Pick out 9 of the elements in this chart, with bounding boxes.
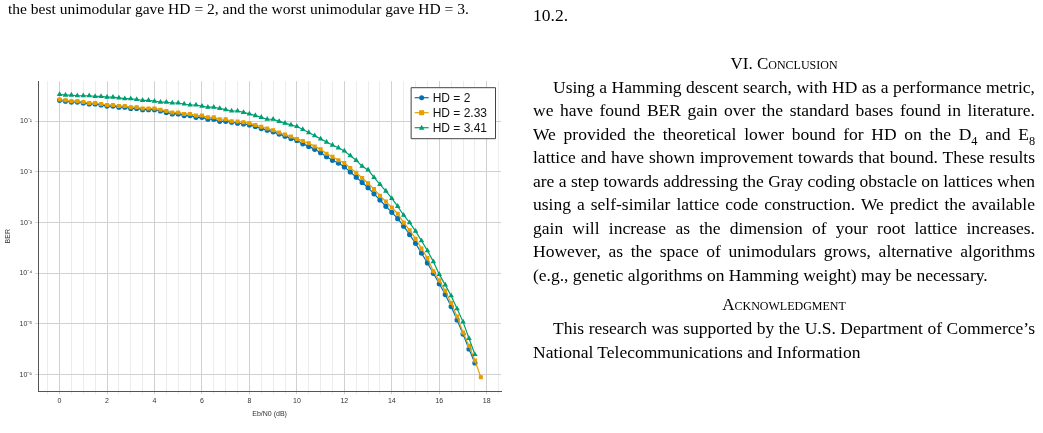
- text: Acknowledgment: [721, 295, 847, 315]
- legend-label: HD = 3.41: [432, 120, 488, 135]
- text: the best unimodular gave HD = 2, and the worst unimodular gave HD = 3.: [8, 0, 469, 18]
- text: Using a Hamming descent search, with HD as a performance metric, we have found BER gain over the standard bases found in literature. We provided the theoretical lower bound for HD on the D$_{4}$ and E$_{8}$ lattice and have shown improvement towards that bound. These results are a step towards addressing the Gray coding obstacle on lattices when using a self-similar lattice code construction. We predict the available gain will increase as the dimension of your root lattice increases. However, as the space of unimodulars grows, alternative algorithms (e.g., genetic algorithms on Hamming weight) may be necessary.: [533, 76, 1035, 285]
- text: 10.2.: [533, 4, 569, 27]
- legend-label: HD = 2.33: [432, 105, 488, 120]
- text: This research was supported by the U.S. Department of Commerce’s National Telecommunications and Information: [533, 317, 1035, 364]
- text: VI. Conclusion: [729, 53, 839, 74]
- legend-label: HD = 2: [432, 90, 471, 105]
